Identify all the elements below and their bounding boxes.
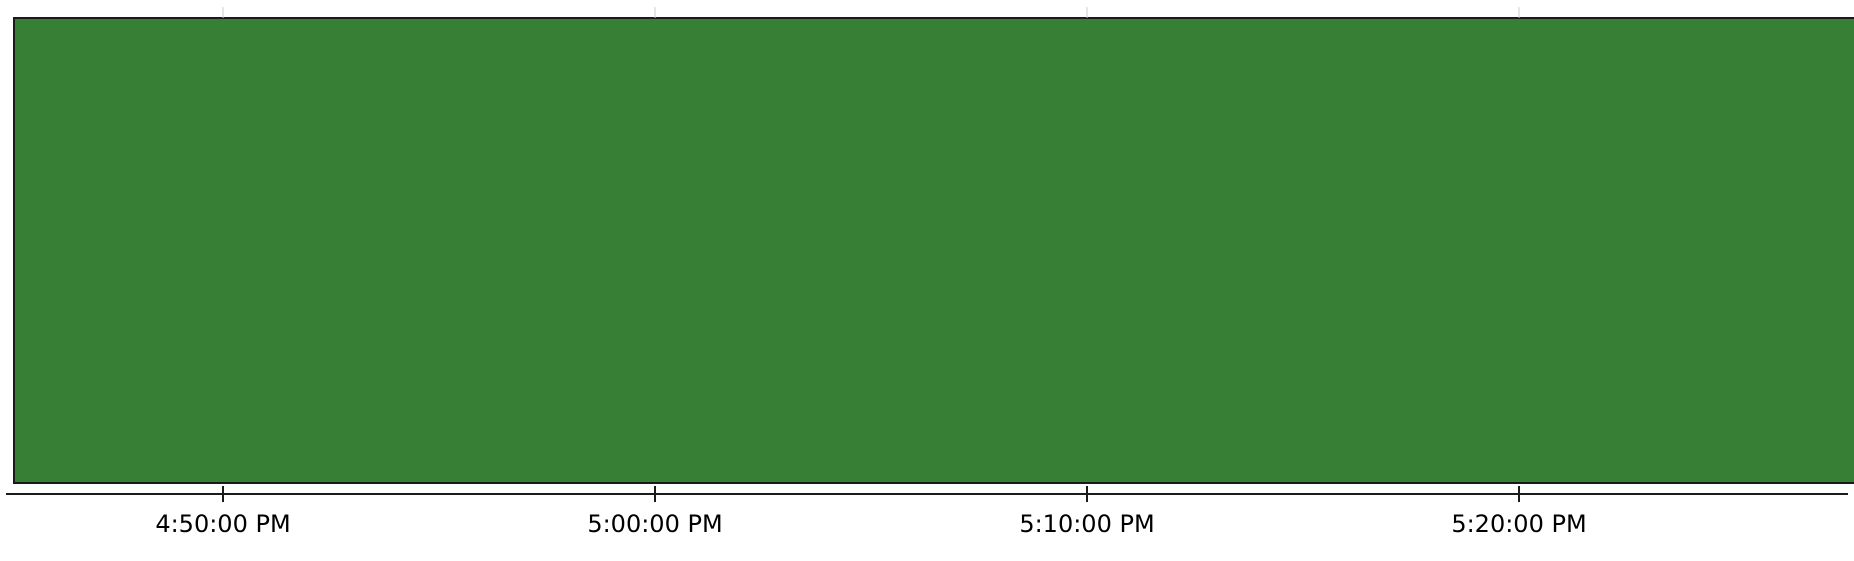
plot-frame — [13, 17, 1854, 484]
x-tick-label-0: 4:50:00 PM — [155, 510, 290, 538]
x-axis: 4:50:00 PM 5:00:00 PM 5:10:00 PM 5:20:00 PM — [6, 7, 1848, 538]
x-tick-label-1: 5:00:00 PM — [587, 510, 722, 538]
x-tick-label-2: 5:10:00 PM — [1019, 510, 1154, 538]
x-tick-label-3: 5:20:00 PM — [1451, 510, 1586, 538]
series-layer — [13, 17, 1854, 484]
series-band-1 — [14, 18, 1854, 483]
